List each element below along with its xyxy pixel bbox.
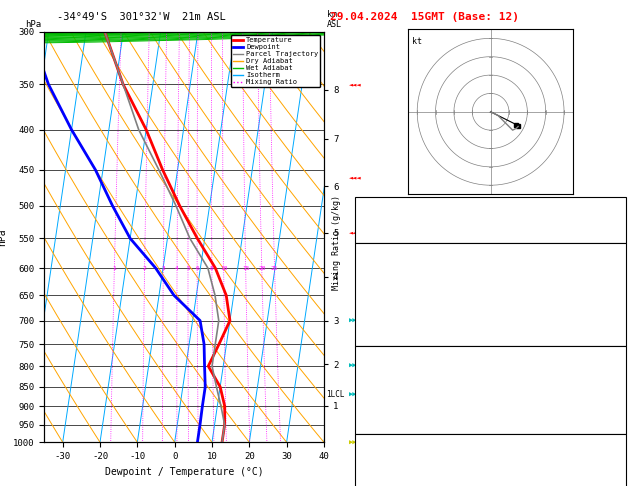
Text: ▶▶: ▶▶ [349, 363, 358, 369]
Text: θe(K): θe(K) [360, 290, 387, 299]
Text: Surface: Surface [472, 247, 509, 256]
Text: 15: 15 [242, 265, 249, 271]
Text: CIN (J): CIN (J) [360, 422, 398, 431]
Text: ◄◄◄: ◄◄◄ [349, 81, 362, 87]
Text: 301: 301 [605, 290, 621, 299]
Text: 0: 0 [616, 422, 621, 431]
Text: 0: 0 [616, 407, 621, 417]
Text: EH: EH [360, 453, 370, 462]
Text: 8: 8 [210, 265, 214, 271]
Text: ▶▶: ▶▶ [349, 439, 358, 445]
Text: -34°49'S  301°32'W  21m ASL: -34°49'S 301°32'W 21m ASL [57, 12, 225, 22]
Text: 4: 4 [175, 265, 179, 271]
Text: 316°: 316° [600, 481, 621, 486]
Text: ◄◄◄: ◄◄◄ [349, 229, 362, 235]
Text: 0: 0 [616, 333, 621, 342]
Text: Temp (°C): Temp (°C) [360, 261, 408, 271]
Text: CAPE (J): CAPE (J) [360, 319, 403, 328]
Text: 3: 3 [162, 265, 165, 271]
Text: 0: 0 [616, 319, 621, 328]
Text: 750: 750 [605, 364, 621, 373]
Text: 18: 18 [611, 215, 621, 224]
Text: ▶▶: ▶▶ [349, 317, 358, 324]
Text: 1LCL: 1LCL [326, 390, 344, 399]
Text: -58: -58 [605, 467, 621, 476]
Text: 1: 1 [113, 265, 116, 271]
Text: SREH: SREH [360, 467, 381, 476]
Text: 10: 10 [220, 265, 227, 271]
Text: © weatheronline.co.uk: © weatheronline.co.uk [434, 471, 547, 480]
Text: 1.66: 1.66 [600, 229, 621, 239]
Text: 5: 5 [616, 393, 621, 402]
Text: Most Unstable: Most Unstable [455, 350, 526, 359]
Text: Lifted Index: Lifted Index [360, 393, 425, 402]
Text: CAPE (J): CAPE (J) [360, 407, 403, 417]
Text: Hodograph: Hodograph [467, 438, 515, 448]
Text: ▶▶: ▶▶ [349, 392, 358, 398]
Y-axis label: hPa: hPa [0, 228, 8, 246]
Text: 20: 20 [258, 265, 265, 271]
Text: 4: 4 [616, 201, 621, 210]
Text: 6: 6 [195, 265, 199, 271]
Text: 6.1: 6.1 [605, 276, 621, 285]
Text: 316: 316 [605, 379, 621, 388]
Text: hPa: hPa [25, 20, 41, 29]
Text: kt: kt [411, 36, 421, 46]
Text: StmDir: StmDir [360, 481, 392, 486]
Text: θe (K): θe (K) [360, 379, 392, 388]
Text: ◄◄◄: ◄◄◄ [349, 174, 362, 180]
Text: Pressure (mb): Pressure (mb) [360, 364, 430, 373]
Legend: Temperature, Dewpoint, Parcel Trajectory, Dry Adiabat, Wet Adiabat, Isotherm, Mi: Temperature, Dewpoint, Parcel Trajectory… [231, 35, 320, 87]
Text: Dewp (°C): Dewp (°C) [360, 276, 408, 285]
Text: 12.7: 12.7 [600, 261, 621, 271]
Text: 5: 5 [186, 265, 190, 271]
Text: -145: -145 [600, 453, 621, 462]
Text: km
ASL: km ASL [327, 10, 342, 29]
Text: PW (cm): PW (cm) [360, 229, 398, 239]
Text: K: K [360, 201, 365, 210]
Text: Totals Totals: Totals Totals [360, 215, 430, 224]
Text: 25: 25 [271, 265, 278, 271]
Text: Lifted Index: Lifted Index [360, 304, 425, 313]
Text: 2: 2 [143, 265, 147, 271]
Text: CIN (J): CIN (J) [360, 333, 398, 342]
Text: 29.04.2024  15GMT (Base: 12): 29.04.2024 15GMT (Base: 12) [330, 12, 519, 22]
Text: Mixing Ratio (g/kg): Mixing Ratio (g/kg) [332, 195, 341, 291]
Text: 15: 15 [611, 304, 621, 313]
X-axis label: Dewpoint / Temperature (°C): Dewpoint / Temperature (°C) [104, 467, 264, 477]
